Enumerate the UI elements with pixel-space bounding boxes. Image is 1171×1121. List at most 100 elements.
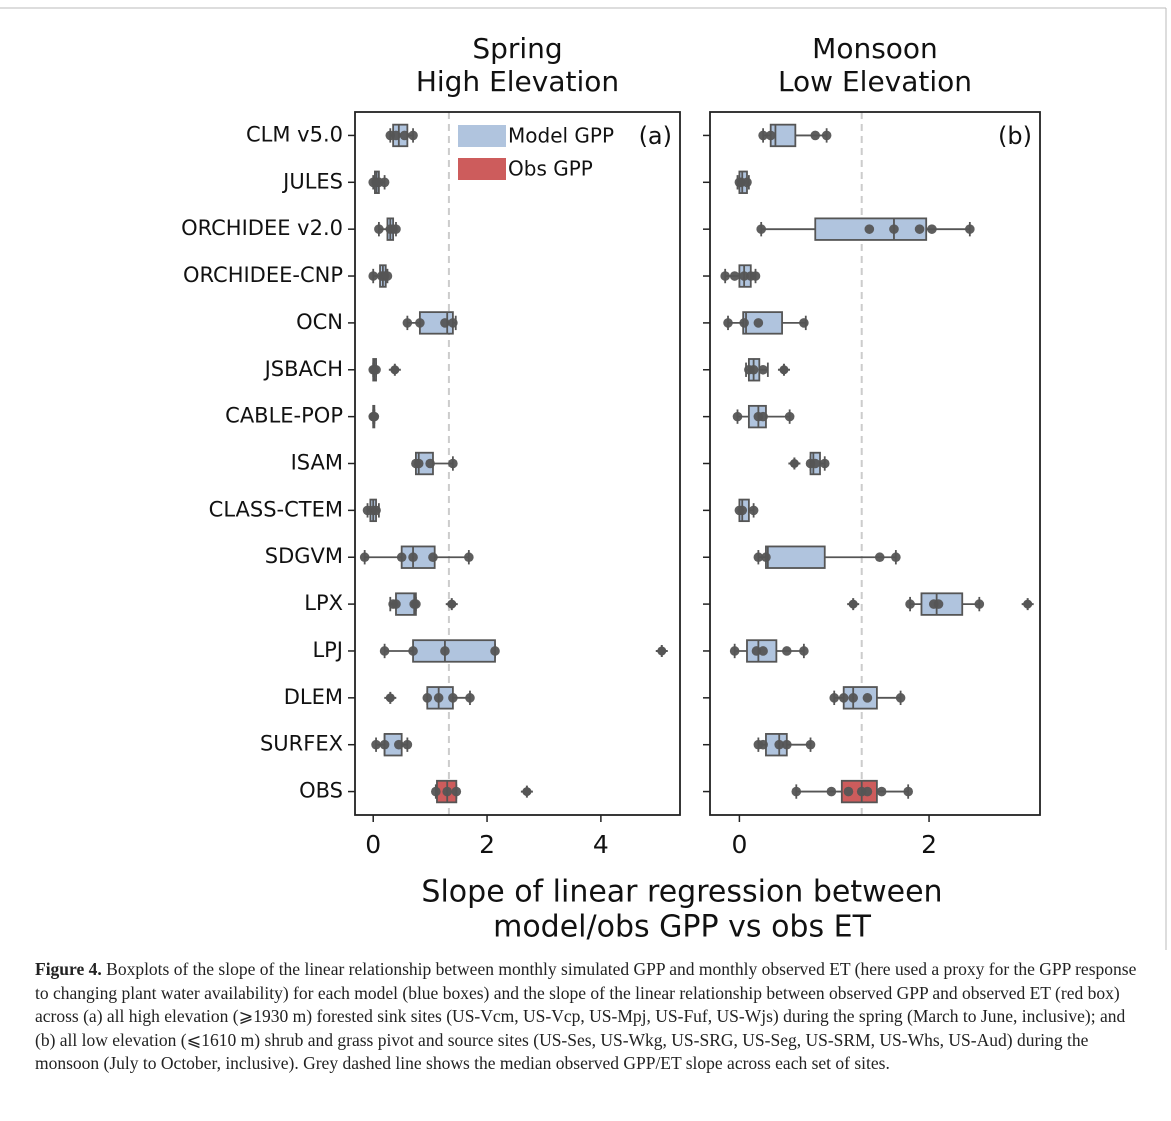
site-point <box>819 458 830 469</box>
box <box>412 639 496 663</box>
site-point <box>399 130 410 141</box>
site-point <box>739 271 749 281</box>
site-point <box>758 739 768 750</box>
site-point <box>425 458 435 469</box>
axes-frame <box>354 111 681 816</box>
panel-title: Monsoon <box>812 32 938 65</box>
site-point <box>729 646 740 656</box>
site-point <box>411 599 421 609</box>
caption: Figure 4. Boxplots of the slope of the l… <box>35 958 1145 1076</box>
site-point <box>374 224 384 234</box>
y-tick-label: DLEM <box>284 685 343 709</box>
site-point <box>756 224 767 234</box>
site-point <box>761 552 771 563</box>
y-tick-label: SURFEX <box>260 732 343 756</box>
y-tick-label: ORCHIDEE v2.0 <box>181 216 343 240</box>
caption-text: Boxplots of the slope of the linear rela… <box>35 959 1137 1073</box>
site-point <box>391 130 401 141</box>
site-point <box>442 786 453 797</box>
site-point <box>826 786 837 797</box>
x-tick-label: 2 <box>921 830 937 859</box>
site-point <box>379 177 390 188</box>
y-tick-label: CABLE-POP <box>225 404 343 428</box>
site-point <box>874 552 885 563</box>
site-point <box>428 552 438 563</box>
flier-point <box>390 365 400 375</box>
site-point <box>848 693 858 703</box>
panel-title: High Elevation <box>416 65 619 98</box>
panel-title: Spring <box>472 32 562 65</box>
flier-point <box>385 693 395 703</box>
figure: Slope of linear regression between model… <box>0 7 1167 950</box>
panel-label: (b) <box>998 122 1032 150</box>
site-point <box>371 739 381 750</box>
y-tick-label: SDGVM <box>265 544 343 568</box>
legend-label: Model GPP <box>508 124 614 148</box>
panel-label: (a) <box>639 122 672 150</box>
site-point <box>829 693 840 703</box>
y-tick-label: ORCHIDEE-CNP <box>183 263 343 287</box>
site-point <box>465 693 475 703</box>
site-point <box>774 739 785 750</box>
site-point <box>422 693 433 703</box>
flier-point <box>848 599 858 609</box>
legend-label: Obs GPP <box>508 157 593 181</box>
site-point <box>974 599 985 609</box>
site-point <box>379 646 390 656</box>
site-point <box>720 271 730 281</box>
flier-point <box>657 646 667 656</box>
site-point <box>742 177 752 188</box>
site-point <box>751 646 762 656</box>
site-point <box>431 786 441 797</box>
site-point <box>448 458 458 469</box>
x-tick-label: 4 <box>593 830 609 859</box>
x-tick-label: 0 <box>365 830 381 859</box>
x-tick-label: 0 <box>731 830 747 859</box>
y-tick-label: LPJ <box>312 638 343 662</box>
site-point <box>408 552 418 563</box>
site-point <box>889 224 899 234</box>
flier-point <box>447 599 457 609</box>
flier-point <box>779 365 789 375</box>
x-axis-label: Slope of linear regression between <box>421 875 942 910</box>
site-point <box>758 646 768 656</box>
site-point <box>753 552 764 563</box>
y-tick-label: JSBACH <box>263 357 343 381</box>
site-point <box>748 505 759 516</box>
flier-point <box>789 459 799 468</box>
x-tick-label: 2 <box>479 830 495 859</box>
site-point <box>732 411 743 422</box>
legend-swatch <box>458 125 506 147</box>
site-point <box>965 224 975 234</box>
y-tick-label: ISAM <box>291 451 343 475</box>
site-point <box>402 739 413 750</box>
site-point <box>396 552 407 563</box>
caption-label: Figure 4. <box>35 959 102 979</box>
site-point <box>927 224 937 234</box>
site-point <box>862 693 873 703</box>
site-point <box>905 599 915 609</box>
site-point <box>810 458 821 469</box>
site-point <box>394 739 404 750</box>
site-point <box>782 739 792 750</box>
site-point <box>791 786 802 797</box>
site-point <box>753 318 764 328</box>
site-point <box>402 318 413 328</box>
site-point <box>448 318 458 328</box>
site-point <box>408 646 418 656</box>
site-point <box>464 552 474 563</box>
site-point <box>805 739 816 750</box>
site-point <box>382 271 393 281</box>
site-point <box>864 224 875 234</box>
site-point <box>748 364 759 375</box>
site-point <box>379 739 390 750</box>
site-point <box>799 318 809 328</box>
site-point <box>415 318 425 328</box>
site-point <box>440 646 450 656</box>
site-point <box>782 646 792 656</box>
site-point <box>413 458 424 469</box>
site-point <box>451 786 462 797</box>
y-tick-label: LPX <box>304 591 343 615</box>
legend-swatch <box>458 158 506 180</box>
